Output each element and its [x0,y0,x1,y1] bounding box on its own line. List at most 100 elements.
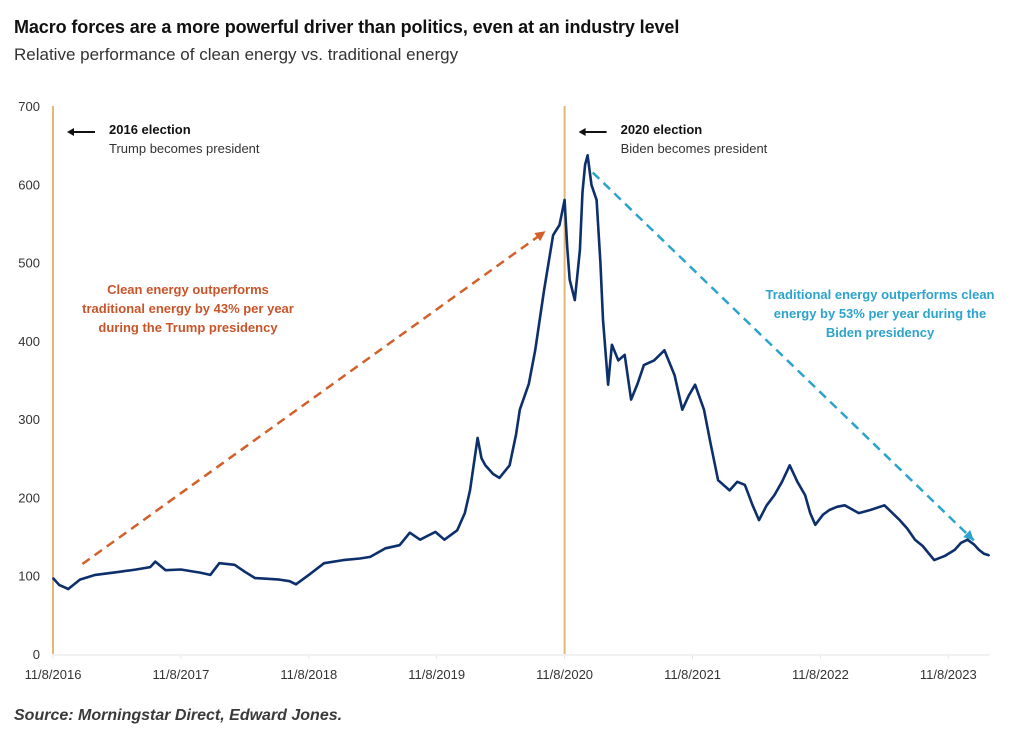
data-point [973,543,975,546]
data-point [983,553,985,555]
data-point [464,512,466,514]
data-point [921,545,924,547]
data-point [809,512,811,514]
data-point [869,509,872,511]
trend-arrows [81,171,975,565]
y-tick-label: 200 [18,490,40,505]
biden-period-note-line: Traditional energy outperforms clean [766,287,995,302]
election-subtext: Trump becomes president [109,141,260,156]
data-point [218,562,221,564]
data-point [584,163,586,166]
trump-period-note-line: traditional energy by 43% per year [82,301,294,316]
x-tick-label: 11/8/2017 [152,667,209,682]
biden-period-note-line: Biden presidency [826,325,935,340]
data-point [883,504,886,507]
left-arrowhead-icon [67,128,74,136]
data-point [579,249,581,251]
election-markers: 2016 election Trump becomes president 2020… [52,106,768,654]
data-point [149,566,151,568]
biden-period-note-line: energy by 53% per year during the [774,306,986,321]
data-point [643,364,645,366]
data-point [563,199,566,201]
data-point [244,571,246,573]
data-point [79,578,81,581]
data-point [617,359,620,362]
data-point [590,184,593,186]
trump-period-note-line: during the Trump presidency [98,320,278,335]
election-heading: 2016 election [109,122,191,137]
data-point [398,544,401,546]
data-point [528,383,530,385]
data-point [728,489,731,492]
data-point [765,504,768,507]
data-point [568,279,571,281]
data-point [384,547,387,550]
data-point [781,481,783,483]
data-point [135,568,137,571]
chart-title: Macro forces are a more powerful driver … [14,17,680,37]
data-point [673,374,676,377]
data-point [914,538,916,541]
data-point [744,484,746,486]
data-point [419,538,421,541]
data-point [858,512,860,514]
chart-subtitle: Relative performance of clean energy vs.… [14,45,459,64]
data-point [630,398,632,401]
data-point [476,437,479,439]
trump-period-trend-arrow [81,230,547,565]
data-point [822,513,824,516]
data-point [933,559,935,561]
data-point [836,506,838,508]
data-point [508,464,511,467]
data-point [308,574,310,576]
data-point [199,571,201,574]
data-point [586,154,589,157]
data-point [558,224,561,226]
data-point [180,568,182,571]
y-tick-label: 400 [18,334,40,349]
data-point [978,549,980,551]
annotations: Clean energy outperforms traditional ener… [82,282,994,340]
x-tick-label: 11/8/2020 [536,667,593,682]
data-point [566,246,568,248]
data-point [67,588,70,590]
data-point [164,569,167,571]
data-point [694,383,696,386]
data-point [703,408,705,411]
data-point [443,538,446,541]
data-point [359,557,361,560]
data-point [552,234,554,236]
data-point [828,509,831,511]
data-point [209,574,212,576]
data-point [295,583,297,586]
x-tick-label: 11/8/2016 [25,667,82,682]
data-point [788,464,791,467]
data-point [607,383,609,386]
series-layer [52,154,990,591]
x-tick-label: 11/8/2018 [280,667,337,682]
data-point [434,531,437,533]
data-point [843,504,846,507]
data-point [736,481,739,483]
data-point [254,577,256,579]
y-tick-label: 700 [18,99,40,114]
data-point [469,489,471,492]
data-point [409,531,411,534]
data-point [906,527,909,530]
data-point [456,529,459,532]
data-point [342,559,345,561]
data-point [267,578,269,580]
data-point [602,318,604,321]
data-point [773,494,776,496]
data-point [515,434,517,436]
data-point [323,562,325,564]
data-point [988,554,990,557]
x-axis: 11/8/2016 11/8/2017 11/8/2018 11/8/2019 11/8… [25,654,990,682]
data-point [484,464,487,467]
data-point [118,571,121,573]
data-point [943,555,946,557]
y-axis: 0 100 200 300 400 500 600 700 [18,99,40,662]
data-point [687,394,690,397]
data-point [58,584,61,586]
